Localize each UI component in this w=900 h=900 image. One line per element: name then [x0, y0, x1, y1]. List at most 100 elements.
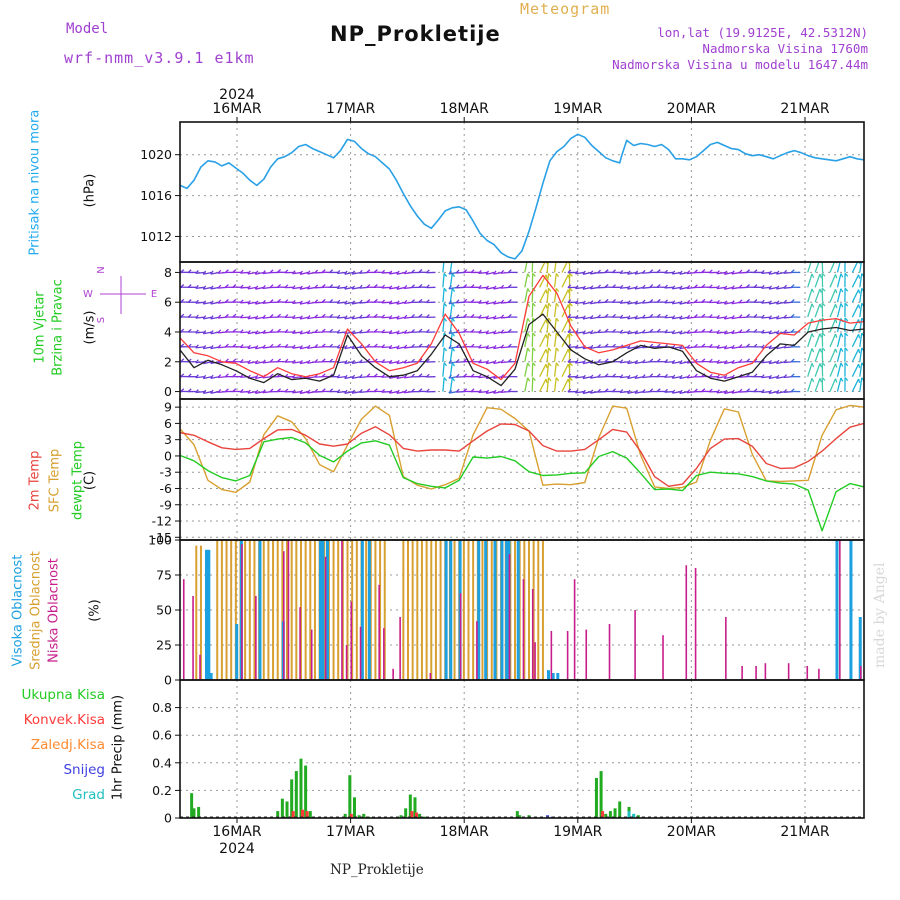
cloud-bar	[531, 589, 534, 680]
cloud-bar	[234, 540, 237, 680]
wind-barb-feather	[686, 314, 691, 319]
wind-gust-line-group	[180, 274, 864, 381]
precip-bar	[613, 808, 617, 818]
wind-barb-feather	[604, 283, 609, 288]
wind-barb-feather	[187, 313, 192, 318]
wind-barb	[807, 363, 813, 377]
wind-barb-feather	[426, 388, 430, 393]
wind-barb	[836, 273, 842, 288]
wind-barb	[814, 303, 821, 318]
wind-barb	[836, 333, 842, 348]
wind-barb-feather	[701, 313, 706, 318]
wind-barb-feather	[351, 359, 356, 364]
wind-barb-feather	[314, 388, 319, 393]
wind-barb-feather	[451, 332, 456, 337]
wind-barb-feather	[776, 389, 780, 394]
wind-barb	[582, 271, 592, 275]
wind-barb-feather	[321, 358, 326, 363]
precip-bar	[404, 808, 408, 818]
y-tick-label: 6	[164, 295, 172, 310]
wind-barb-feather	[455, 314, 460, 319]
wind-barb-feather	[217, 388, 222, 393]
wind-barb-feather	[344, 270, 348, 275]
wind-barb	[195, 286, 205, 289]
wind-barb-feather	[180, 298, 185, 303]
wind-barb	[381, 301, 391, 304]
wind-barb-feather	[634, 270, 638, 275]
wind-barb-feather	[478, 269, 482, 274]
wind-barb-feather	[292, 344, 296, 349]
wind-barb-feather	[545, 334, 548, 339]
wind-barb-feather	[589, 344, 594, 349]
wind-barb	[478, 301, 488, 304]
y-tick-label: 0.4	[152, 755, 172, 770]
wind-barb	[807, 348, 813, 362]
wind-barb-feather	[239, 314, 244, 319]
wind-barb-feather	[500, 269, 505, 274]
cloud-bar	[467, 540, 470, 680]
cloud-bar	[662, 635, 664, 680]
compass-south: S	[96, 317, 107, 323]
wind-barb-feather	[299, 270, 303, 275]
wind-barb	[829, 318, 837, 333]
wind-barb-feather	[844, 317, 849, 322]
wind-barb	[575, 331, 585, 334]
wind-barb-feather	[589, 315, 594, 319]
wind-barb-feather	[589, 300, 594, 305]
cloud-bar	[295, 540, 298, 680]
wind-barb	[486, 316, 496, 320]
wind-barb-feather	[396, 360, 400, 365]
wind-barb	[575, 361, 585, 364]
cloud-bar	[341, 540, 344, 680]
wind-barb-feather	[262, 389, 266, 394]
wind-barb	[859, 362, 863, 377]
wind-barb-feather	[612, 328, 616, 333]
wind-barb	[292, 346, 302, 349]
wind-barb-feather	[532, 272, 536, 277]
wind-barb-feather	[299, 360, 303, 365]
wind-barb-feather	[493, 359, 497, 364]
wind-barb-feather	[411, 284, 415, 288]
cloud-bar	[209, 673, 213, 680]
wind-barb	[672, 316, 682, 320]
cloud-bar	[313, 540, 316, 680]
wind-barb-feather	[597, 373, 601, 378]
wind-barb	[582, 390, 592, 395]
wind-barb-feather	[790, 313, 795, 318]
wind-barb-feather	[790, 388, 795, 392]
wind-barb-feather	[723, 345, 728, 350]
wind-barb-feather	[381, 329, 386, 334]
wind-barb	[389, 301, 399, 305]
wind-barb-feather	[708, 373, 713, 378]
wind-barb-feather	[217, 344, 222, 349]
wind-barb-feather	[448, 300, 452, 305]
wind-barb-feather	[359, 284, 363, 289]
cloud-bar	[407, 540, 409, 680]
wind-barb-feather	[783, 344, 788, 349]
wind-barb-feather	[716, 300, 720, 304]
precip-bar	[290, 779, 294, 818]
cloud-bar	[546, 670, 550, 680]
wind-barb-feather	[589, 270, 594, 275]
wind-barb-feather	[627, 359, 631, 364]
wind-barb-feather	[857, 378, 861, 384]
wind-barb-feather	[232, 269, 237, 273]
wind-barb-feather	[570, 258, 573, 261]
wind-barb-feather	[418, 298, 423, 303]
wind-barb-feather	[351, 389, 356, 394]
wind-barb-feather	[451, 273, 456, 278]
wind-barb	[859, 262, 862, 273]
wind-barb-feather	[173, 285, 176, 288]
wind-barb-feather	[426, 373, 430, 378]
wind-barb-feather	[555, 362, 560, 367]
wind-barb	[829, 289, 837, 303]
wind-barb-feather	[455, 388, 460, 393]
wind-barb-feather	[180, 283, 185, 288]
wind-barb-feather	[821, 362, 826, 366]
wind-barb	[761, 271, 771, 275]
cloud-bar	[416, 540, 419, 680]
wind-barb-feather	[567, 373, 572, 378]
cloud-bar	[346, 540, 349, 680]
cloud-bar	[741, 666, 743, 680]
wind-barb-feather	[761, 299, 765, 304]
